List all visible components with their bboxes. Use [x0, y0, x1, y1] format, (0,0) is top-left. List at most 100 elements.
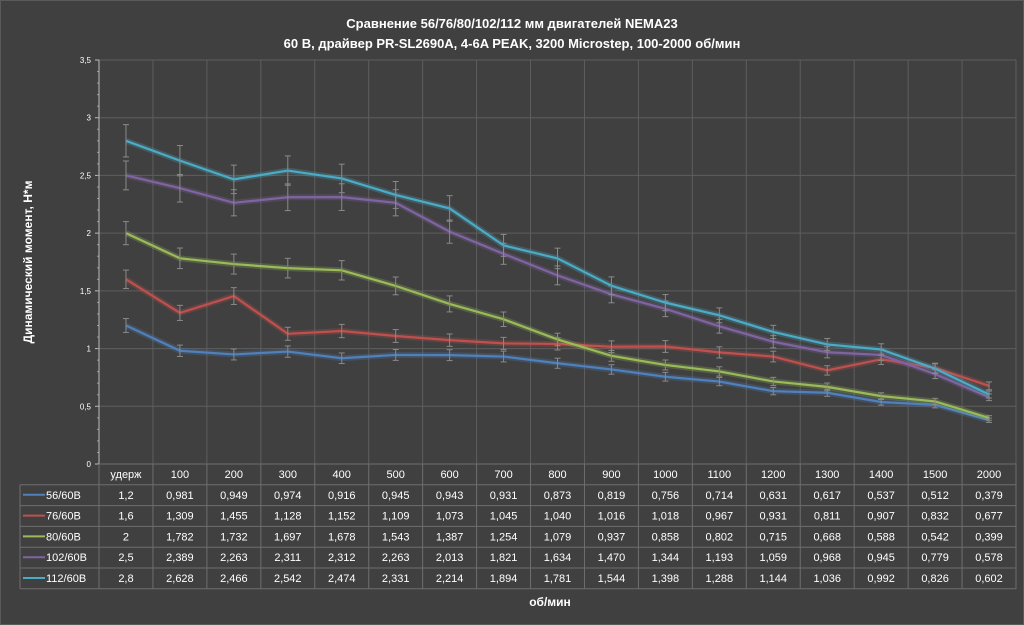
y-tick-label: 3: [87, 114, 92, 123]
x-category-label: 1100: [707, 469, 731, 481]
x-category-label: 1200: [761, 469, 785, 481]
table-cell-value: 1,018: [652, 511, 680, 523]
table-cell-value: 1,152: [328, 511, 356, 523]
x-category-label: 1300: [815, 469, 839, 481]
chart-title: Сравнение 56/76/80/102/112 мм двигателей…: [346, 16, 678, 31]
table-cell-value: 0,677: [975, 511, 1003, 523]
x-category-label: 1500: [923, 469, 947, 481]
table-cell-value: 1,387: [436, 531, 464, 543]
table-cell-value: 0,916: [328, 490, 356, 502]
table-cell-value: 0,931: [490, 490, 518, 502]
table-cell-value: 2: [123, 531, 129, 543]
x-category-label: удерж: [110, 469, 142, 481]
table-cell-value: 1,697: [274, 531, 302, 543]
table-cell-value: 1,144: [759, 573, 787, 585]
table-cell-value: 1,036: [813, 573, 841, 585]
y-tick-label: 1,5: [80, 287, 92, 296]
table-cell-value: 0,714: [706, 490, 734, 502]
table-cell-value: 1,543: [382, 531, 410, 543]
table-cell-value: 1,782: [166, 531, 194, 543]
table-cell-value: 2,312: [328, 552, 356, 564]
table-cell-value: 1,821: [490, 552, 518, 564]
table-cell-value: 0,602: [975, 573, 1003, 585]
table-cell-value: 2,466: [220, 573, 248, 585]
table-cell-value: 1,079: [544, 531, 572, 543]
table-cell-value: 2,311: [274, 552, 301, 564]
y-tick-label: 3,5: [80, 56, 92, 65]
table-cell-value: 0,715: [759, 531, 787, 543]
x-category-label: 100: [171, 469, 189, 481]
table-cell-value: 2,628: [166, 573, 194, 585]
x-category-label: 800: [548, 469, 566, 481]
y-tick-label: 2: [87, 229, 92, 238]
legend-label: 102/60В: [46, 552, 87, 564]
table-cell-value: 0,907: [867, 511, 895, 523]
series-112/60В: [122, 124, 993, 399]
table-cell-value: 0,802: [706, 531, 734, 543]
table-cell-value: 0,512: [921, 490, 949, 502]
table-cell-value: 0,858: [652, 531, 680, 543]
table-cell-value: 0,379: [975, 490, 1003, 502]
table-cell-value: 2,013: [436, 552, 464, 564]
x-category-label: 600: [440, 469, 458, 481]
x-category-label: 1400: [869, 469, 893, 481]
table-cell-value: 2,331: [382, 573, 410, 585]
table-cell-value: 0,943: [436, 490, 464, 502]
table-cell-value: 1,073: [436, 511, 464, 523]
x-category-label: 400: [333, 469, 351, 481]
table-cell-value: 1,016: [598, 511, 626, 523]
table-cell-value: 0,873: [544, 490, 572, 502]
table-cell-value: 1,059: [759, 552, 787, 564]
table-cell-value: 0,949: [220, 490, 248, 502]
table-cell-value: 2,474: [328, 573, 356, 585]
x-axis-label: об/мин: [529, 595, 571, 609]
table-cell-value: 1,193: [706, 552, 734, 564]
table-cell-value: 0,937: [598, 531, 626, 543]
table-cell-value: 1,470: [598, 552, 626, 564]
table-cell-value: 0,779: [921, 552, 949, 564]
series-102/60В: [122, 160, 993, 402]
table-cell-value: 0,826: [921, 573, 949, 585]
table-cell-value: 0,968: [813, 552, 841, 564]
table-cell-value: 0,974: [274, 490, 302, 502]
y-tick-label: 1: [87, 345, 92, 354]
table-cell-value: 2,263: [382, 552, 410, 564]
chart-subtitle: 60 В, драйвер PR-SL2690A, 4-6A PEAK, 320…: [283, 36, 741, 51]
table-cell-value: 2,263: [220, 552, 248, 564]
x-category-label: 700: [494, 469, 512, 481]
table-cell-value: 1,128: [274, 511, 302, 523]
table-cell-value: 1,455: [220, 511, 248, 523]
x-category-label: 2000: [977, 469, 1001, 481]
series-76/60В: [122, 269, 993, 391]
table-cell-value: 1,732: [220, 531, 248, 543]
table-cell-value: 0,399: [975, 531, 1003, 543]
table-cell-value: 1,045: [490, 511, 518, 523]
x-category-label: 900: [602, 469, 620, 481]
table-cell-value: 0,981: [166, 490, 194, 502]
x-category-label: 1000: [653, 469, 677, 481]
table-cell-value: 0,588: [867, 531, 895, 543]
x-category-label: 200: [225, 469, 243, 481]
table-cell-value: 0,578: [975, 552, 1003, 564]
table-cell-value: 0,819: [598, 490, 626, 502]
legend-label: 80/60В: [46, 531, 81, 543]
table-cell-value: 0,832: [921, 511, 949, 523]
table-cell-value: 1,634: [544, 552, 572, 564]
table-cell-value: 0,617: [813, 490, 841, 502]
series-80/60В: [122, 221, 993, 421]
y-tick-label: 0,5: [80, 402, 92, 411]
table-cell-value: 0,537: [867, 490, 895, 502]
table-cell-value: 0,992: [867, 573, 895, 585]
table-cell-value: 1,678: [328, 531, 356, 543]
table-cell-value: 0,967: [706, 511, 734, 523]
table-cell-value: 1,894: [490, 573, 518, 585]
table-cell-value: 0,668: [813, 531, 841, 543]
table-cell-value: 1,254: [490, 531, 518, 543]
table-cell-value: 0,945: [382, 490, 410, 502]
y-tick-label: 2,5: [80, 171, 92, 180]
table-cell-value: 0,631: [759, 490, 787, 502]
series-glow: [124, 276, 990, 389]
legend-label: 112/60В: [46, 573, 86, 585]
table-cell-value: 1,544: [598, 573, 626, 585]
